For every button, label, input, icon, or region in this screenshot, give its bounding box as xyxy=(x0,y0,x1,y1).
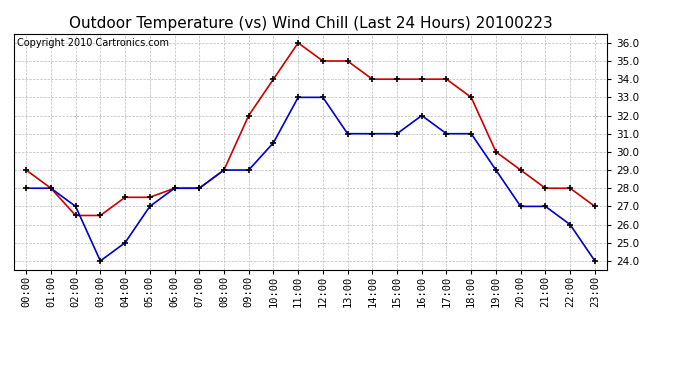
Text: Copyright 2010 Cartronics.com: Copyright 2010 Cartronics.com xyxy=(17,39,169,48)
Title: Outdoor Temperature (vs) Wind Chill (Last 24 Hours) 20100223: Outdoor Temperature (vs) Wind Chill (Las… xyxy=(68,16,553,31)
